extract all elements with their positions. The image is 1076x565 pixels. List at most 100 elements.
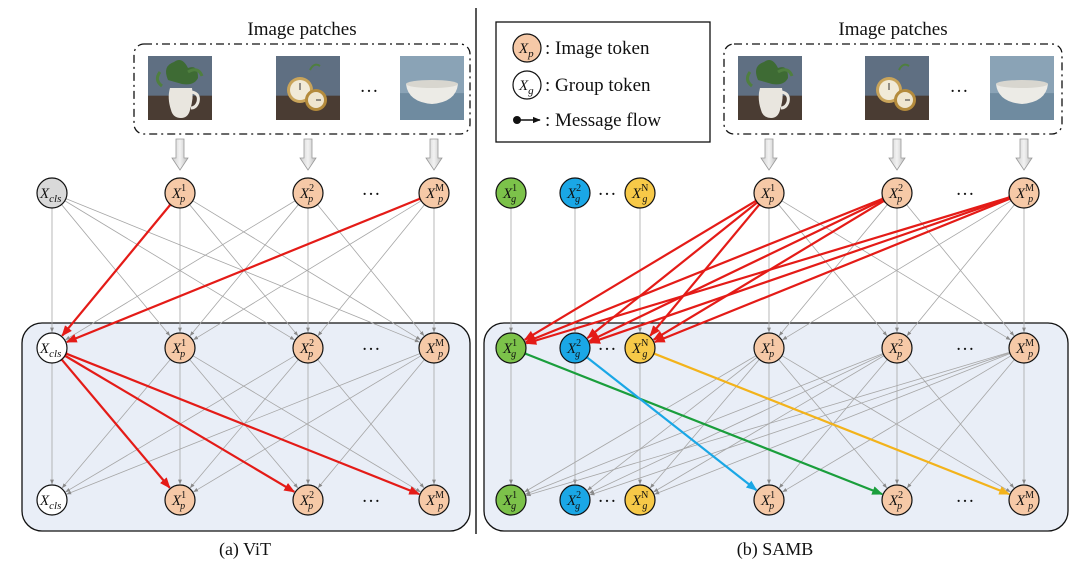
- patch-down-arrow: [425, 138, 443, 171]
- caption-vit: (a) ViT: [219, 539, 271, 560]
- ellipsis-3: …: [956, 179, 975, 200]
- token-xp2-bot: X2 p: [292, 484, 324, 516]
- legend-image-token-label: : Image token: [545, 38, 650, 59]
- token-xp1-top-samb: X1 p: [753, 177, 785, 209]
- samb-message-flow: [589, 195, 1014, 344]
- svg-text:X1g: X1 g: [502, 183, 517, 205]
- svg-text:XMp: XM p: [425, 490, 444, 512]
- vit-edge-top-mid: [192, 200, 421, 341]
- token-xg2-bot: X2 g: [559, 484, 591, 516]
- legend-group-token-swatch: Xg: [512, 70, 542, 100]
- token-xpM-top: XM p: [418, 177, 450, 209]
- svg-text:X2p: X2 p: [299, 183, 314, 205]
- token-xpM-top-samb: XM p: [1008, 177, 1040, 209]
- samb-message-flow: [525, 195, 1013, 345]
- token-xp1-bot-samb: X1 p: [753, 484, 785, 516]
- svg-text:X2g: X2 g: [566, 490, 581, 512]
- patch-down-arrow: [888, 138, 906, 171]
- ellipsis-8: …: [598, 179, 617, 200]
- patch-photo-clocks-left: [276, 56, 340, 120]
- attention-edges-colored: [55, 192, 1018, 496]
- token-xgN-top: XN g: [624, 177, 656, 209]
- token-xpM-mid-samb: XM p: [1008, 332, 1040, 364]
- svg-text:X1p: X1 p: [171, 338, 186, 360]
- samb-message-flow: [653, 196, 1014, 344]
- vit-edge-top-mid: [317, 204, 425, 336]
- ellipsis-1: …: [362, 334, 381, 355]
- svg-text:X2p: X2 p: [888, 338, 903, 360]
- token-xp1-top: X1 p: [164, 177, 196, 209]
- patch-down-arrow: [760, 138, 778, 171]
- svg-text:X1p: X1 p: [171, 183, 186, 205]
- svg-text:XMp: XM p: [425, 338, 444, 360]
- samb-image-to-group-edge: [589, 354, 884, 494]
- svg-text:XMp: XM p: [425, 183, 444, 205]
- ellipsis-6: …: [598, 334, 617, 355]
- svg-text:XMp: XM p: [1015, 338, 1034, 360]
- caption-samb: (b) SAMB: [737, 539, 814, 560]
- samb-edge-top-mid: [782, 200, 1012, 341]
- samb-message-flow: [524, 196, 887, 344]
- image-patches-box-right: [723, 43, 1063, 135]
- samb-image-to-group-edge: [589, 352, 1010, 496]
- vit-cls-message-flow: [61, 353, 296, 493]
- vit-message-flow: [65, 196, 424, 344]
- image-patch-thumbnails: [148, 56, 1054, 120]
- svg-text:Xcls: Xcls: [39, 493, 61, 512]
- svg-text:X1p: X1 p: [760, 490, 775, 512]
- vit-cls-message-flow: [62, 351, 421, 496]
- token-xgN-mid: XN g: [624, 332, 656, 364]
- samb-message-flow: [588, 197, 887, 343]
- samb-block-panel: [483, 322, 1069, 532]
- svg-text:X1g: X1 g: [502, 338, 517, 360]
- vit-cls-message-flow: [58, 356, 171, 489]
- samb-edge-mid-bot: [906, 359, 1015, 489]
- vit-edge-top-mid: [193, 200, 422, 341]
- ellipsis-4: …: [956, 334, 975, 355]
- legend-group-token-label: : Group token: [545, 75, 651, 96]
- svg-text:X2p: X2 p: [299, 338, 314, 360]
- patch-to-token-arrows: [171, 138, 1033, 171]
- token-xpM-mid: XM p: [418, 332, 450, 364]
- token-xg1-bot: X1 g: [495, 484, 527, 516]
- vit-message-flow: [61, 201, 174, 337]
- vit-edge-top-mid: [317, 204, 425, 336]
- samb-image-to-group-edge: [525, 351, 1010, 497]
- token-xg1-top: X1 g: [495, 177, 527, 209]
- token-xp2-top: X2 p: [292, 177, 324, 209]
- samb-edge-mid-bot: [906, 359, 1015, 489]
- samb-message-flow: [523, 198, 760, 341]
- token-xg2-mid: X2 g: [559, 332, 591, 364]
- samb-groupN-flow: [650, 351, 1011, 496]
- svg-text:X2g: X2 g: [566, 338, 581, 360]
- svg-text:X2g: X2 g: [566, 183, 581, 205]
- diagram-labels: Image patches Image patches: Image token:…: [219, 19, 975, 560]
- patch-photo-pitcher-left: [148, 56, 212, 120]
- ellipsis-9: …: [360, 76, 379, 97]
- patch-photo-bowl-right: [990, 56, 1054, 120]
- ellipsis-10: …: [950, 76, 969, 97]
- token-xpM-bot: XM p: [418, 484, 450, 516]
- svg-text:X2p: X2 p: [888, 490, 903, 512]
- ellipsis-0: …: [362, 179, 381, 200]
- patch-photo-pitcher-right: [738, 56, 802, 120]
- token-nodes: Xcls X1 p X2 p XM p Xcls X1 p X2 p XM p Xcls X1 p X2 p XM p X…: [36, 33, 1040, 516]
- token-x-cls-mid: Xcls: [36, 332, 68, 364]
- patch-down-arrow: [171, 138, 189, 171]
- svg-text:X1p: X1 p: [760, 338, 775, 360]
- svg-text:Xcls: Xcls: [39, 186, 61, 205]
- svg-text:Xg: Xg: [518, 78, 534, 97]
- token-xp2-top-samb: X2 p: [881, 177, 913, 209]
- token-xp1-mid: X1 p: [164, 332, 196, 364]
- svg-text:X1p: X1 p: [171, 490, 186, 512]
- svg-text:X2p: X2 p: [299, 490, 314, 512]
- patch-photo-clocks-right: [865, 56, 929, 120]
- svg-text:X1p: X1 p: [760, 183, 775, 205]
- samb-edge-top-mid: [906, 204, 1015, 336]
- ellipsis-5: …: [956, 486, 975, 507]
- vit-edge-mid-bot: [193, 355, 422, 493]
- vit-edge-top-mid: [65, 200, 296, 341]
- svg-text:XNg: XN g: [631, 338, 648, 360]
- vit-edge-mid-bot: [192, 355, 421, 493]
